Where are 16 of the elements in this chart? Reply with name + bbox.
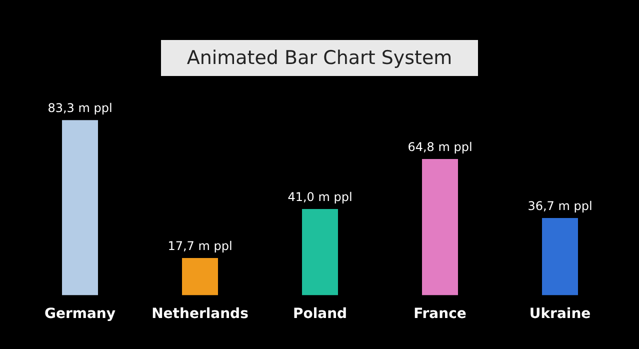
data-label: 64,8 m ppl	[408, 140, 472, 154]
chart-title: Animated Bar Chart System	[160, 40, 478, 76]
x-tick-label: Poland	[292, 306, 348, 322]
x-tick-label: France	[414, 306, 466, 322]
x-tick-label: Netherlands	[152, 306, 248, 322]
bar	[182, 258, 218, 296]
data-label: 41,0 m ppl	[288, 190, 352, 204]
bar	[302, 209, 338, 296]
data-label: 83,3 m ppl	[48, 101, 112, 116]
data-label: 17,7 m ppl	[168, 239, 232, 254]
data-label: 36,7 m ppl	[528, 199, 592, 214]
x-tick-label: Ukraine	[529, 306, 591, 322]
bar	[542, 218, 578, 296]
x-tick-label: Germany	[44, 306, 116, 322]
bar	[422, 158, 458, 296]
bar	[62, 120, 98, 296]
